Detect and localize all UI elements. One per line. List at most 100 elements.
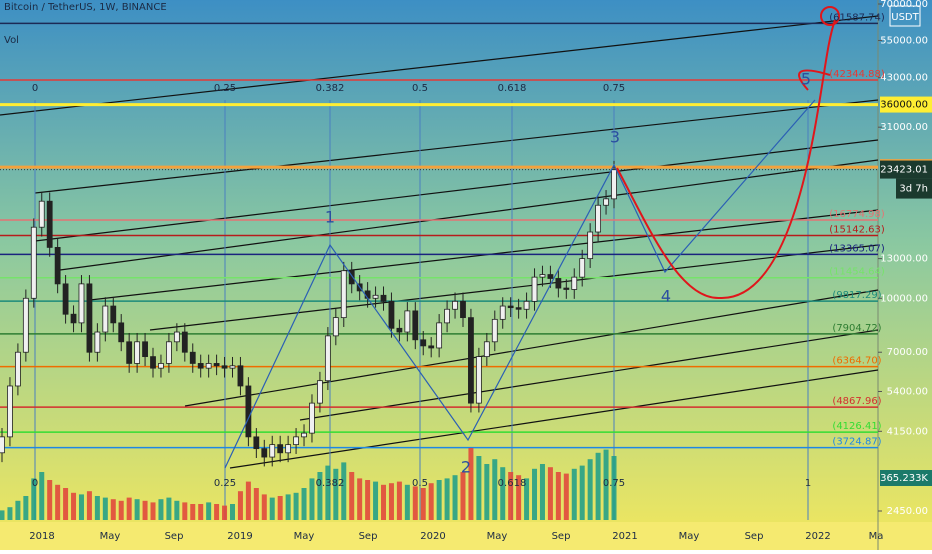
y-tick-label: 43000.00 [880, 73, 928, 84]
y-tick-label: 70000.00 [880, 0, 928, 10]
candle-body [229, 365, 236, 369]
volume-bar [500, 467, 506, 520]
volume-bar [349, 472, 355, 520]
fib-label: 0 [32, 478, 38, 489]
volume-bar [237, 491, 243, 520]
candle-body [86, 283, 93, 353]
candles [0, 160, 617, 467]
volume-bar [571, 468, 577, 520]
volume-bar [341, 462, 347, 520]
candle-body [14, 351, 21, 387]
candle-body [158, 363, 164, 369]
y-tick-label: 5400.00 [887, 386, 928, 397]
candle-body [118, 322, 125, 343]
projection-drawing [616, 19, 836, 300]
volume-bar [539, 464, 545, 520]
candle-body [70, 313, 77, 324]
candle-body [54, 247, 61, 285]
candle-body [460, 300, 466, 319]
volume-bar [484, 464, 490, 520]
volume-bar [245, 481, 251, 520]
volume-bar [118, 500, 124, 520]
time-label: 2020 [420, 531, 445, 542]
candle-body [436, 322, 443, 349]
time-label: May [100, 531, 121, 542]
volume-bar [222, 505, 228, 520]
volume-bar [229, 504, 235, 520]
volume-bar [63, 488, 69, 520]
volume-box [880, 470, 932, 486]
candle-body [134, 341, 141, 364]
time-label: Sep [745, 531, 764, 542]
volume-bar [142, 500, 148, 520]
volume-bar [516, 475, 522, 520]
y-tick-label: 55000.00 [880, 35, 928, 46]
candle-body [205, 363, 212, 369]
candle-body [372, 294, 379, 299]
level-label: (7904.72) [832, 323, 881, 334]
volume-bar [476, 456, 482, 520]
level-label: (61587.74) [829, 12, 885, 23]
candle-body [515, 307, 522, 310]
volume-bar [206, 502, 212, 520]
time-label: 2018 [29, 531, 54, 542]
volume-bar [150, 502, 156, 520]
volume-bar [94, 496, 100, 520]
candle-body [261, 448, 268, 458]
time-label: 2021 [612, 531, 637, 542]
volume-bar [468, 448, 474, 520]
candle-body [94, 331, 101, 353]
volume-bar [166, 497, 172, 520]
candle-body [412, 310, 419, 341]
volume-bar [579, 465, 585, 520]
volume-bar [7, 507, 13, 520]
volume-bar [357, 478, 363, 520]
candle-body [102, 305, 109, 333]
candle-body [150, 356, 156, 369]
candle-body [253, 436, 260, 450]
wave-label: 4 [661, 287, 671, 306]
volume-last: 365.233K [880, 473, 928, 484]
candle-body [332, 317, 339, 337]
volume-bar [396, 481, 402, 520]
volume-bar [555, 472, 561, 520]
candle-body [277, 444, 284, 454]
volume-bar [214, 504, 220, 520]
fib-label: 0.75 [603, 478, 625, 489]
candle-body [22, 297, 29, 353]
wave-labels: 1 2 3 4 5 [325, 70, 811, 477]
candle-body [317, 380, 323, 404]
time-label: May [679, 531, 700, 542]
time-axis [0, 522, 932, 550]
candle-body [491, 318, 498, 343]
candle-body [348, 270, 355, 285]
time-label: Sep [359, 531, 378, 542]
level-label: (4126.41) [832, 421, 881, 432]
volume-bar [285, 494, 291, 520]
volume-bar [381, 484, 387, 520]
volume-bar [190, 504, 196, 520]
wave-path [224, 99, 816, 469]
y-tick-label: 4150.00 [887, 426, 928, 437]
volume-bar [420, 488, 426, 520]
y-tick-label: 31000.00 [880, 122, 928, 133]
volume-bar [492, 459, 498, 520]
volume-bar [317, 472, 323, 520]
volume-bar [110, 499, 116, 520]
level-label: (9817.29) [832, 290, 881, 301]
candle-body [571, 276, 578, 290]
volume-bar [547, 467, 553, 520]
candle-body [404, 310, 411, 333]
volume-bar [508, 472, 514, 520]
symbol-title: Bitcoin / TetherUS, 1W, BINANCE [4, 2, 167, 13]
volume-bar [595, 452, 601, 520]
candle-body [213, 363, 220, 367]
candle-body [380, 294, 387, 302]
volume-bar [182, 502, 188, 520]
candle-body [181, 331, 188, 353]
candle-body [78, 283, 85, 324]
fib-label: 0.25 [214, 83, 236, 94]
current-price: 23423.01 [880, 165, 928, 176]
volume-bar [428, 483, 434, 520]
